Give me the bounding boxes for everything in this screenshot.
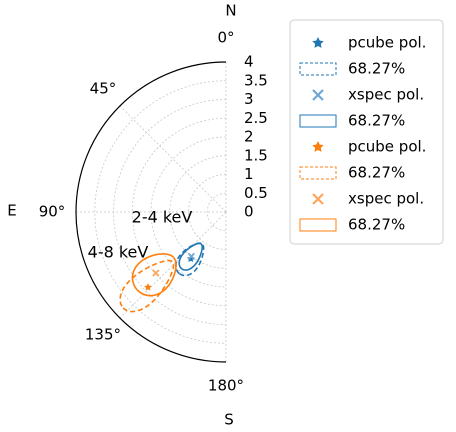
legend-label: 68.27% (348, 216, 405, 234)
legend-label: pcube pol. (348, 34, 426, 52)
contour (131, 253, 177, 297)
r-tick-label: 0.5 (244, 184, 268, 202)
legend-marker (312, 193, 324, 205)
pcube-point (144, 283, 152, 291)
legend-marker (312, 37, 324, 48)
grid-circle (94, 80, 227, 344)
legend-label: 68.27% (348, 60, 405, 78)
legend-patch (299, 218, 337, 232)
grid-circle (206, 192, 227, 232)
theta-tick-label: 135° (85, 326, 121, 344)
grid-spoke (119, 105, 227, 213)
pcube-point (186, 254, 195, 262)
theta-tick-label: 0° (217, 29, 234, 47)
legend-patch (299, 114, 337, 128)
legend-label: 68.27% (348, 164, 405, 182)
legend-label: xspec pol. (348, 190, 424, 208)
compass-north: N (225, 2, 236, 20)
compass-east: E (7, 202, 16, 220)
xspec-point (187, 252, 196, 260)
grid-circle (150, 136, 227, 288)
theta-tick-label: 90° (39, 203, 66, 221)
annotation: 2-4 keV (132, 208, 193, 227)
legend-label: 68.27% (348, 112, 405, 130)
grid-spoke (119, 211, 227, 319)
legend-label: xspec pol. (348, 86, 424, 104)
r-tick-label: 0 (244, 203, 254, 221)
grid-circle (188, 174, 227, 250)
annotation: 4-8 keV (88, 243, 149, 262)
r-tick-label: 2 (244, 128, 254, 146)
legend-marker (312, 141, 324, 152)
r-tick-label: 3.5 (244, 71, 268, 89)
r-tick-label: 3 (244, 90, 254, 108)
r-tick-label: 4 (244, 53, 254, 71)
r-tick-label: 1 (244, 165, 254, 183)
theta-tick-label: 45° (90, 79, 117, 97)
contour (119, 259, 175, 313)
legend-patch (299, 166, 337, 180)
xspec-point (152, 269, 160, 277)
legend-patch (299, 62, 337, 76)
r-tick-label: 1.5 (244, 146, 268, 164)
legend-label: pcube pol. (348, 138, 426, 156)
r-tick-label: 2.5 (244, 109, 268, 127)
theta-tick-label: 180° (208, 377, 244, 395)
legend-box (289, 19, 444, 245)
legend-marker (312, 89, 324, 101)
contour (178, 242, 203, 271)
outer-arc (75, 61, 227, 363)
compass-south: S (224, 411, 234, 429)
